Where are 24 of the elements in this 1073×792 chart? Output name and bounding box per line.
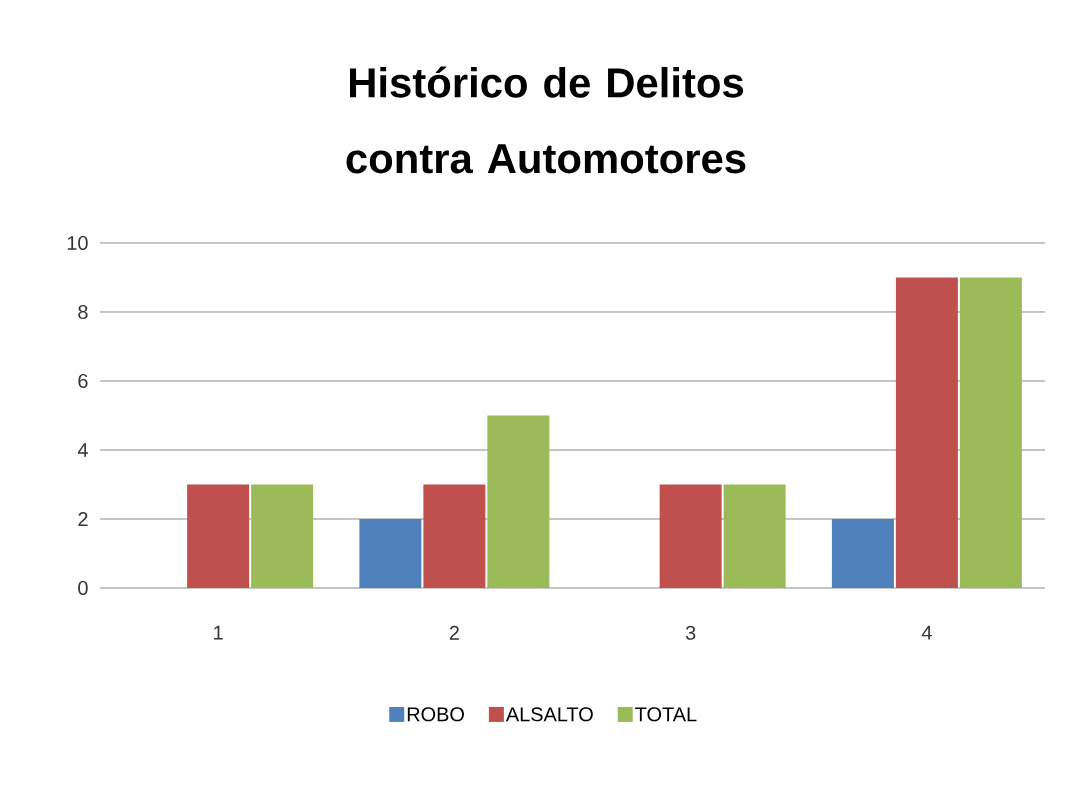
x-tick-label: 2	[449, 625, 459, 640]
bar	[895, 277, 958, 588]
y-tick-label: 8	[78, 304, 88, 320]
chart-title: Histórico de Delitos contra Automotores	[346, 66, 746, 174]
bar	[423, 484, 486, 588]
y-tick-label: 0	[78, 580, 88, 596]
legend-label: TOTAL	[635, 707, 697, 722]
x-tick-label: 1	[214, 625, 223, 640]
legend-label: ROBO	[407, 707, 464, 722]
bar	[723, 484, 786, 588]
x-tick-label: 4	[921, 625, 932, 640]
bar	[659, 484, 722, 588]
y-tick-label: 2	[78, 512, 88, 526]
x-tick-label: 3	[685, 625, 696, 640]
bar	[187, 484, 250, 588]
y-tick-label: 4	[77, 443, 88, 457]
y-tick-label: 10	[67, 235, 88, 251]
bar	[831, 518, 894, 588]
bar	[959, 277, 1022, 588]
y-tick-label: 6	[78, 373, 88, 389]
bar	[251, 484, 314, 588]
bar	[487, 415, 550, 588]
bar	[359, 518, 422, 588]
legend-label: ALSALTO	[505, 707, 593, 722]
